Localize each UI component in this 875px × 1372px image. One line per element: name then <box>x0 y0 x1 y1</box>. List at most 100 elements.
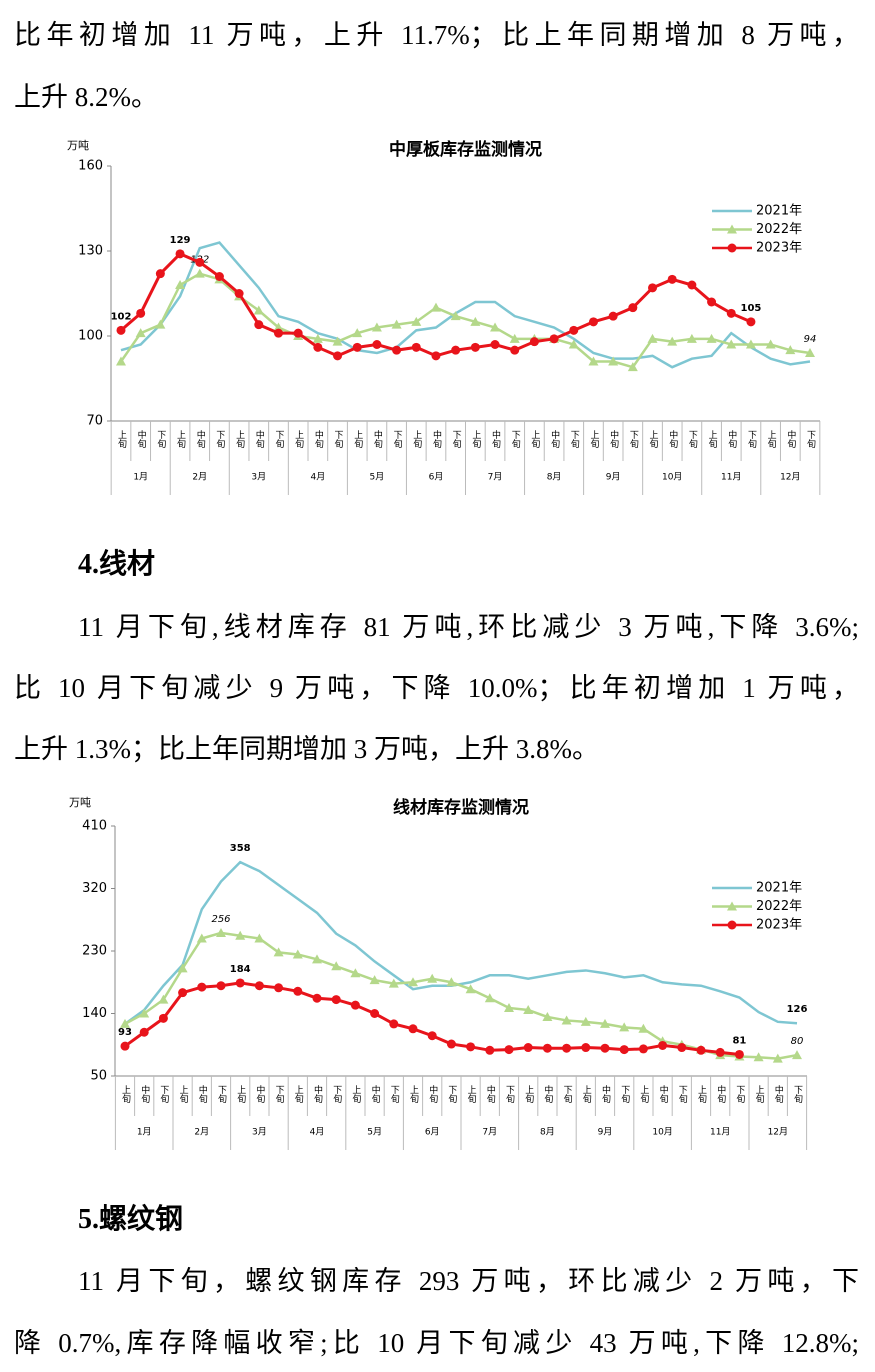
point <box>647 333 658 343</box>
month-label: 10月 <box>652 1127 672 1138</box>
x-tick-label: 中旬 <box>427 1084 438 1104</box>
month-label: 12月 <box>768 1127 788 1138</box>
point <box>155 319 166 329</box>
point <box>312 333 323 343</box>
point <box>430 302 441 312</box>
y-axis-unit: 万吨 <box>67 139 89 152</box>
point <box>581 1043 591 1053</box>
point <box>313 342 323 352</box>
legend-label: 2023年 <box>756 918 802 933</box>
point <box>648 283 658 293</box>
legend-marker <box>727 901 737 911</box>
month-label: 7月 <box>482 1127 497 1138</box>
x-tick-label: 上旬 <box>470 430 481 449</box>
point <box>372 340 382 349</box>
x-tick-label: 上旬 <box>411 430 422 449</box>
paragraph-line: 比年初增加 11 万吨，上升 11.7%；比上年同期增加 8 万吨， <box>14 20 859 50</box>
y-tick-label: 410 <box>82 819 107 834</box>
month-label: 10月 <box>662 472 682 483</box>
point <box>293 986 303 996</box>
x-tick-label: 下旬 <box>158 1085 169 1104</box>
legend-label: 2023年 <box>756 241 802 256</box>
y-tick-label: 70 <box>86 414 103 429</box>
point <box>254 981 264 991</box>
point <box>542 1011 553 1021</box>
month-label: 8月 <box>547 472 562 483</box>
data-label: 102 <box>111 311 132 322</box>
paragraph-line: 11 月下旬,线材库存 81 万吨,环比减少 3 万吨,下降 3.6%; <box>78 612 859 642</box>
month-label: 11月 <box>721 472 741 483</box>
point <box>235 930 246 940</box>
section-heading: 5.螺纹钢 <box>78 1204 184 1235</box>
section-heading: 4.线材 <box>78 549 156 580</box>
point <box>253 305 264 315</box>
x-tick-label: 下旬 <box>333 430 344 449</box>
point <box>523 1005 534 1015</box>
point <box>510 345 520 355</box>
month-label: 2月 <box>192 472 207 483</box>
paragraph-line: 11 月下旬，螺纹钢库存 293 万吨，环比减少 2 万吨，下 <box>78 1266 859 1296</box>
x-tick-label: 下旬 <box>734 1085 745 1104</box>
x-tick-label: 中旬 <box>195 429 206 449</box>
point <box>658 1040 668 1050</box>
y-axis-unit: 万吨 <box>69 796 91 809</box>
point <box>746 317 756 327</box>
point <box>411 316 422 326</box>
y-tick-label: 320 <box>82 881 107 896</box>
x-tick-label: 中旬 <box>667 429 678 449</box>
point <box>273 947 284 957</box>
point <box>490 340 500 349</box>
x-tick-label: 中旬 <box>785 429 796 449</box>
data-label: 358 <box>230 843 251 854</box>
month-label: 5月 <box>370 472 385 483</box>
x-tick-label: 下旬 <box>562 1085 573 1104</box>
x-tick-label: 上旬 <box>588 430 599 449</box>
point <box>484 993 495 1003</box>
x-tick-label: 中旬 <box>485 1084 496 1104</box>
point <box>562 1043 572 1053</box>
point <box>371 322 382 332</box>
x-tick-label: 中旬 <box>254 429 265 449</box>
point <box>619 1045 629 1055</box>
point <box>687 280 697 290</box>
point <box>352 342 362 352</box>
month-label: 9月 <box>606 472 621 483</box>
x-tick-label: 下旬 <box>216 1085 227 1104</box>
x-tick-label: 中旬 <box>372 429 383 449</box>
point <box>667 336 678 346</box>
x-tick-label: 上旬 <box>234 430 245 449</box>
x-tick-label: 中旬 <box>542 1084 553 1104</box>
x-tick-label: 上旬 <box>120 1085 131 1104</box>
point <box>450 311 461 321</box>
x-tick-label: 中旬 <box>608 429 619 449</box>
point <box>391 319 402 329</box>
data-label: 256 <box>211 914 230 925</box>
point <box>753 1052 764 1062</box>
month-label: 1月 <box>137 1127 152 1138</box>
x-tick-label: 下旬 <box>214 430 225 449</box>
point <box>408 1024 418 1034</box>
point <box>139 1027 149 1037</box>
x-tick-label: 下旬 <box>389 1085 400 1104</box>
point <box>292 949 303 959</box>
x-tick-label: 下旬 <box>628 430 639 449</box>
x-tick-label: 下旬 <box>273 430 284 449</box>
point <box>715 1047 725 1057</box>
month-label: 6月 <box>425 1127 440 1138</box>
y-tick-label: 160 <box>78 159 103 174</box>
point <box>608 356 619 366</box>
series-line <box>119 272 811 369</box>
point <box>490 322 501 332</box>
point <box>136 308 146 318</box>
x-tick-label: 上旬 <box>175 430 186 449</box>
point <box>569 325 579 335</box>
data-label: 94 <box>804 334 817 345</box>
point <box>293 328 303 338</box>
data-label: 105 <box>741 303 762 314</box>
point <box>273 328 283 338</box>
x-tick-label: 中旬 <box>773 1084 784 1104</box>
point <box>194 268 205 278</box>
month-label: 1月 <box>133 472 148 483</box>
point <box>608 311 618 321</box>
